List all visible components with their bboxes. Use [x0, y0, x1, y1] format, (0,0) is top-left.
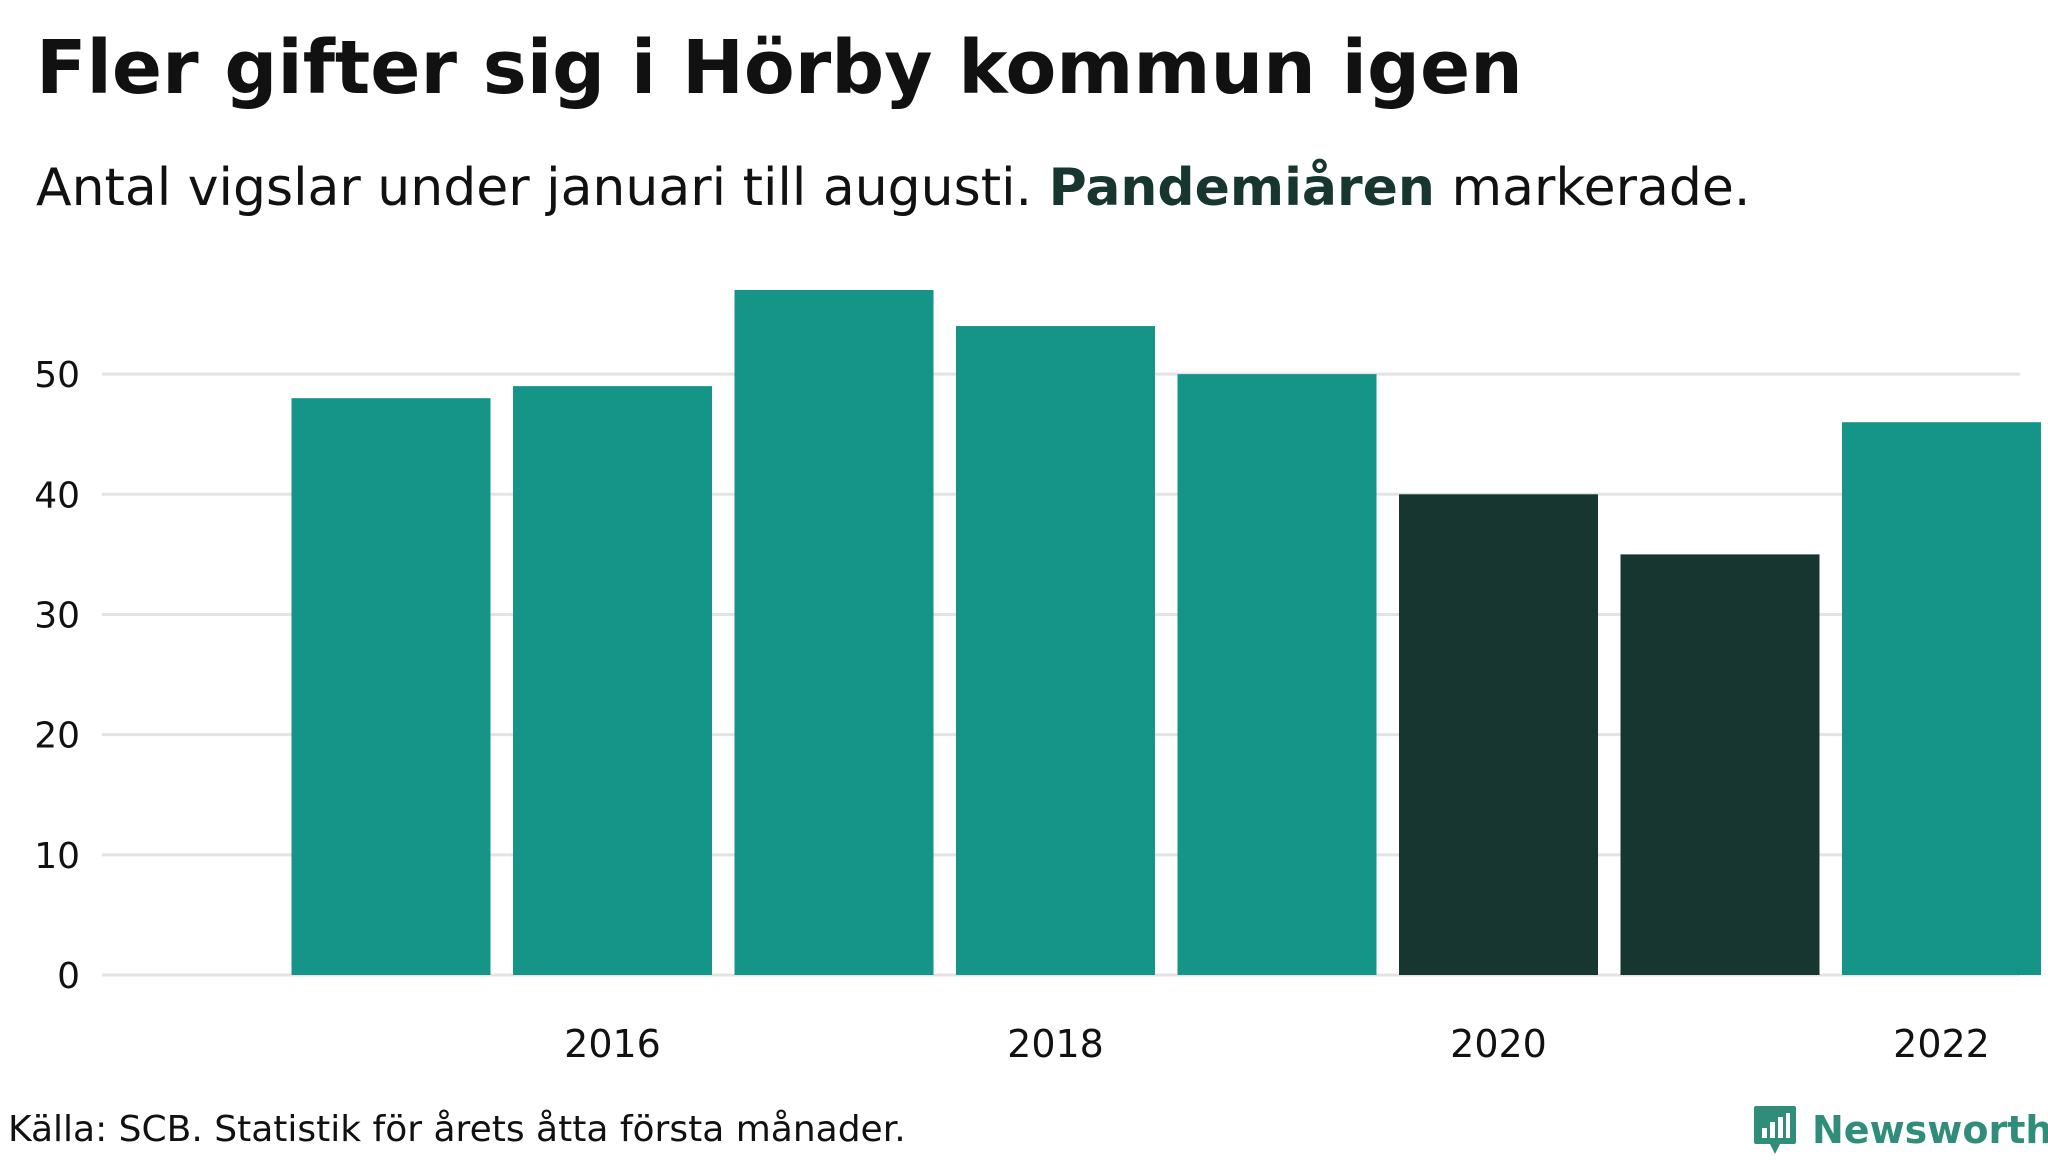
y-tick-label-30: 30: [34, 595, 80, 636]
bar-2016: [513, 386, 712, 975]
logo-text: Newsworthy: [1812, 1108, 2048, 1152]
y-tick-label-20: 20: [34, 716, 80, 757]
bars: [291, 290, 2041, 976]
subtitle-text: Antal vigslar under januari till augusti…: [36, 158, 1049, 218]
x-axis-ticks: 2016 2018 2020 2022: [564, 1022, 1990, 1066]
newsworthy-logo: Newsworthy: [1752, 1100, 2048, 1160]
y-tick-label-50: 50: [34, 355, 80, 396]
bar-2017: [734, 290, 934, 975]
y-tick-label-10: 10: [34, 836, 80, 877]
bar-2020: [1399, 494, 1598, 975]
x-tick-label-2018: 2018: [1007, 1022, 1104, 1066]
subtitle-highlight: Pandemiåren: [1048, 158, 1435, 218]
bar-2018: [956, 326, 1155, 976]
newsworthy-logo-icon: [1754, 1106, 1796, 1154]
y-tick-label-0: 0: [57, 956, 80, 997]
y-axis-ticks: 0 10 20 30 40 50: [34, 355, 80, 997]
bar-2015: [291, 398, 491, 975]
source-note: Källa: SCB. Statistik för årets åtta för…: [8, 1109, 906, 1150]
x-tick-label-2016: 2016: [564, 1022, 661, 1066]
bar-2019: [1177, 374, 1377, 975]
y-tick-label-40: 40: [34, 475, 80, 516]
bar-chart: 0 10 20 30 40 50 2016 2018 2020 2022: [34, 290, 2041, 1066]
chart-subtitle: Antal vigslar under januari till augusti…: [36, 150, 1750, 226]
bar-2022: [1842, 422, 2041, 975]
subtitle-text-end: markerade.: [1434, 158, 1751, 218]
bar-2021: [1620, 554, 1820, 975]
x-tick-label-2020: 2020: [1450, 1022, 1547, 1066]
chart-title: Fler gifter sig i Hörby kommun igen: [36, 25, 1523, 111]
x-tick-label-2022: 2022: [1893, 1022, 1990, 1066]
